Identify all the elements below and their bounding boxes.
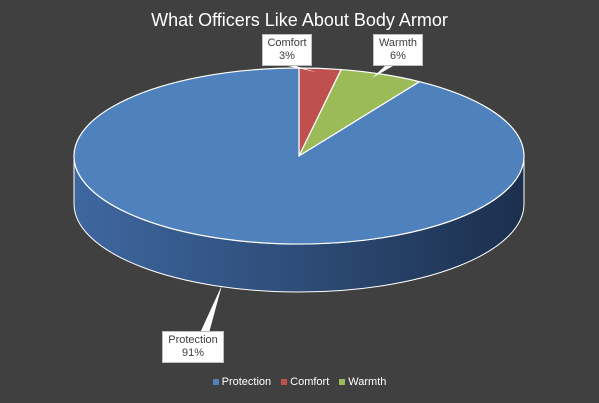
- data-label-comfort-value: 3%: [267, 50, 307, 63]
- data-label-warmth: Warmth 6%: [373, 34, 423, 66]
- legend-label-comfort: Comfort: [290, 376, 329, 388]
- legend-swatch-warmth: [339, 379, 345, 385]
- leader-protection: [200, 285, 222, 333]
- legend-label-protection: Protection: [222, 376, 272, 388]
- data-label-warmth-name: Warmth: [378, 37, 418, 50]
- legend: Protection Comfort Warmth: [0, 376, 599, 388]
- data-label-comfort: Comfort 3%: [262, 34, 312, 66]
- legend-label-warmth: Warmth: [348, 376, 386, 388]
- legend-item-warmth: Warmth: [339, 376, 386, 388]
- legend-swatch-protection: [213, 379, 219, 385]
- data-label-protection-value: 91%: [167, 347, 219, 360]
- data-label-comfort-name: Comfort: [267, 37, 307, 50]
- legend-item-comfort: Comfort: [281, 376, 329, 388]
- legend-swatch-comfort: [281, 379, 287, 385]
- data-label-protection: Protection 91%: [162, 331, 224, 363]
- data-label-protection-name: Protection: [167, 334, 219, 347]
- pie-slice-protection: [74, 68, 524, 244]
- legend-item-protection: Protection: [213, 376, 272, 388]
- data-label-warmth-value: 6%: [378, 50, 418, 63]
